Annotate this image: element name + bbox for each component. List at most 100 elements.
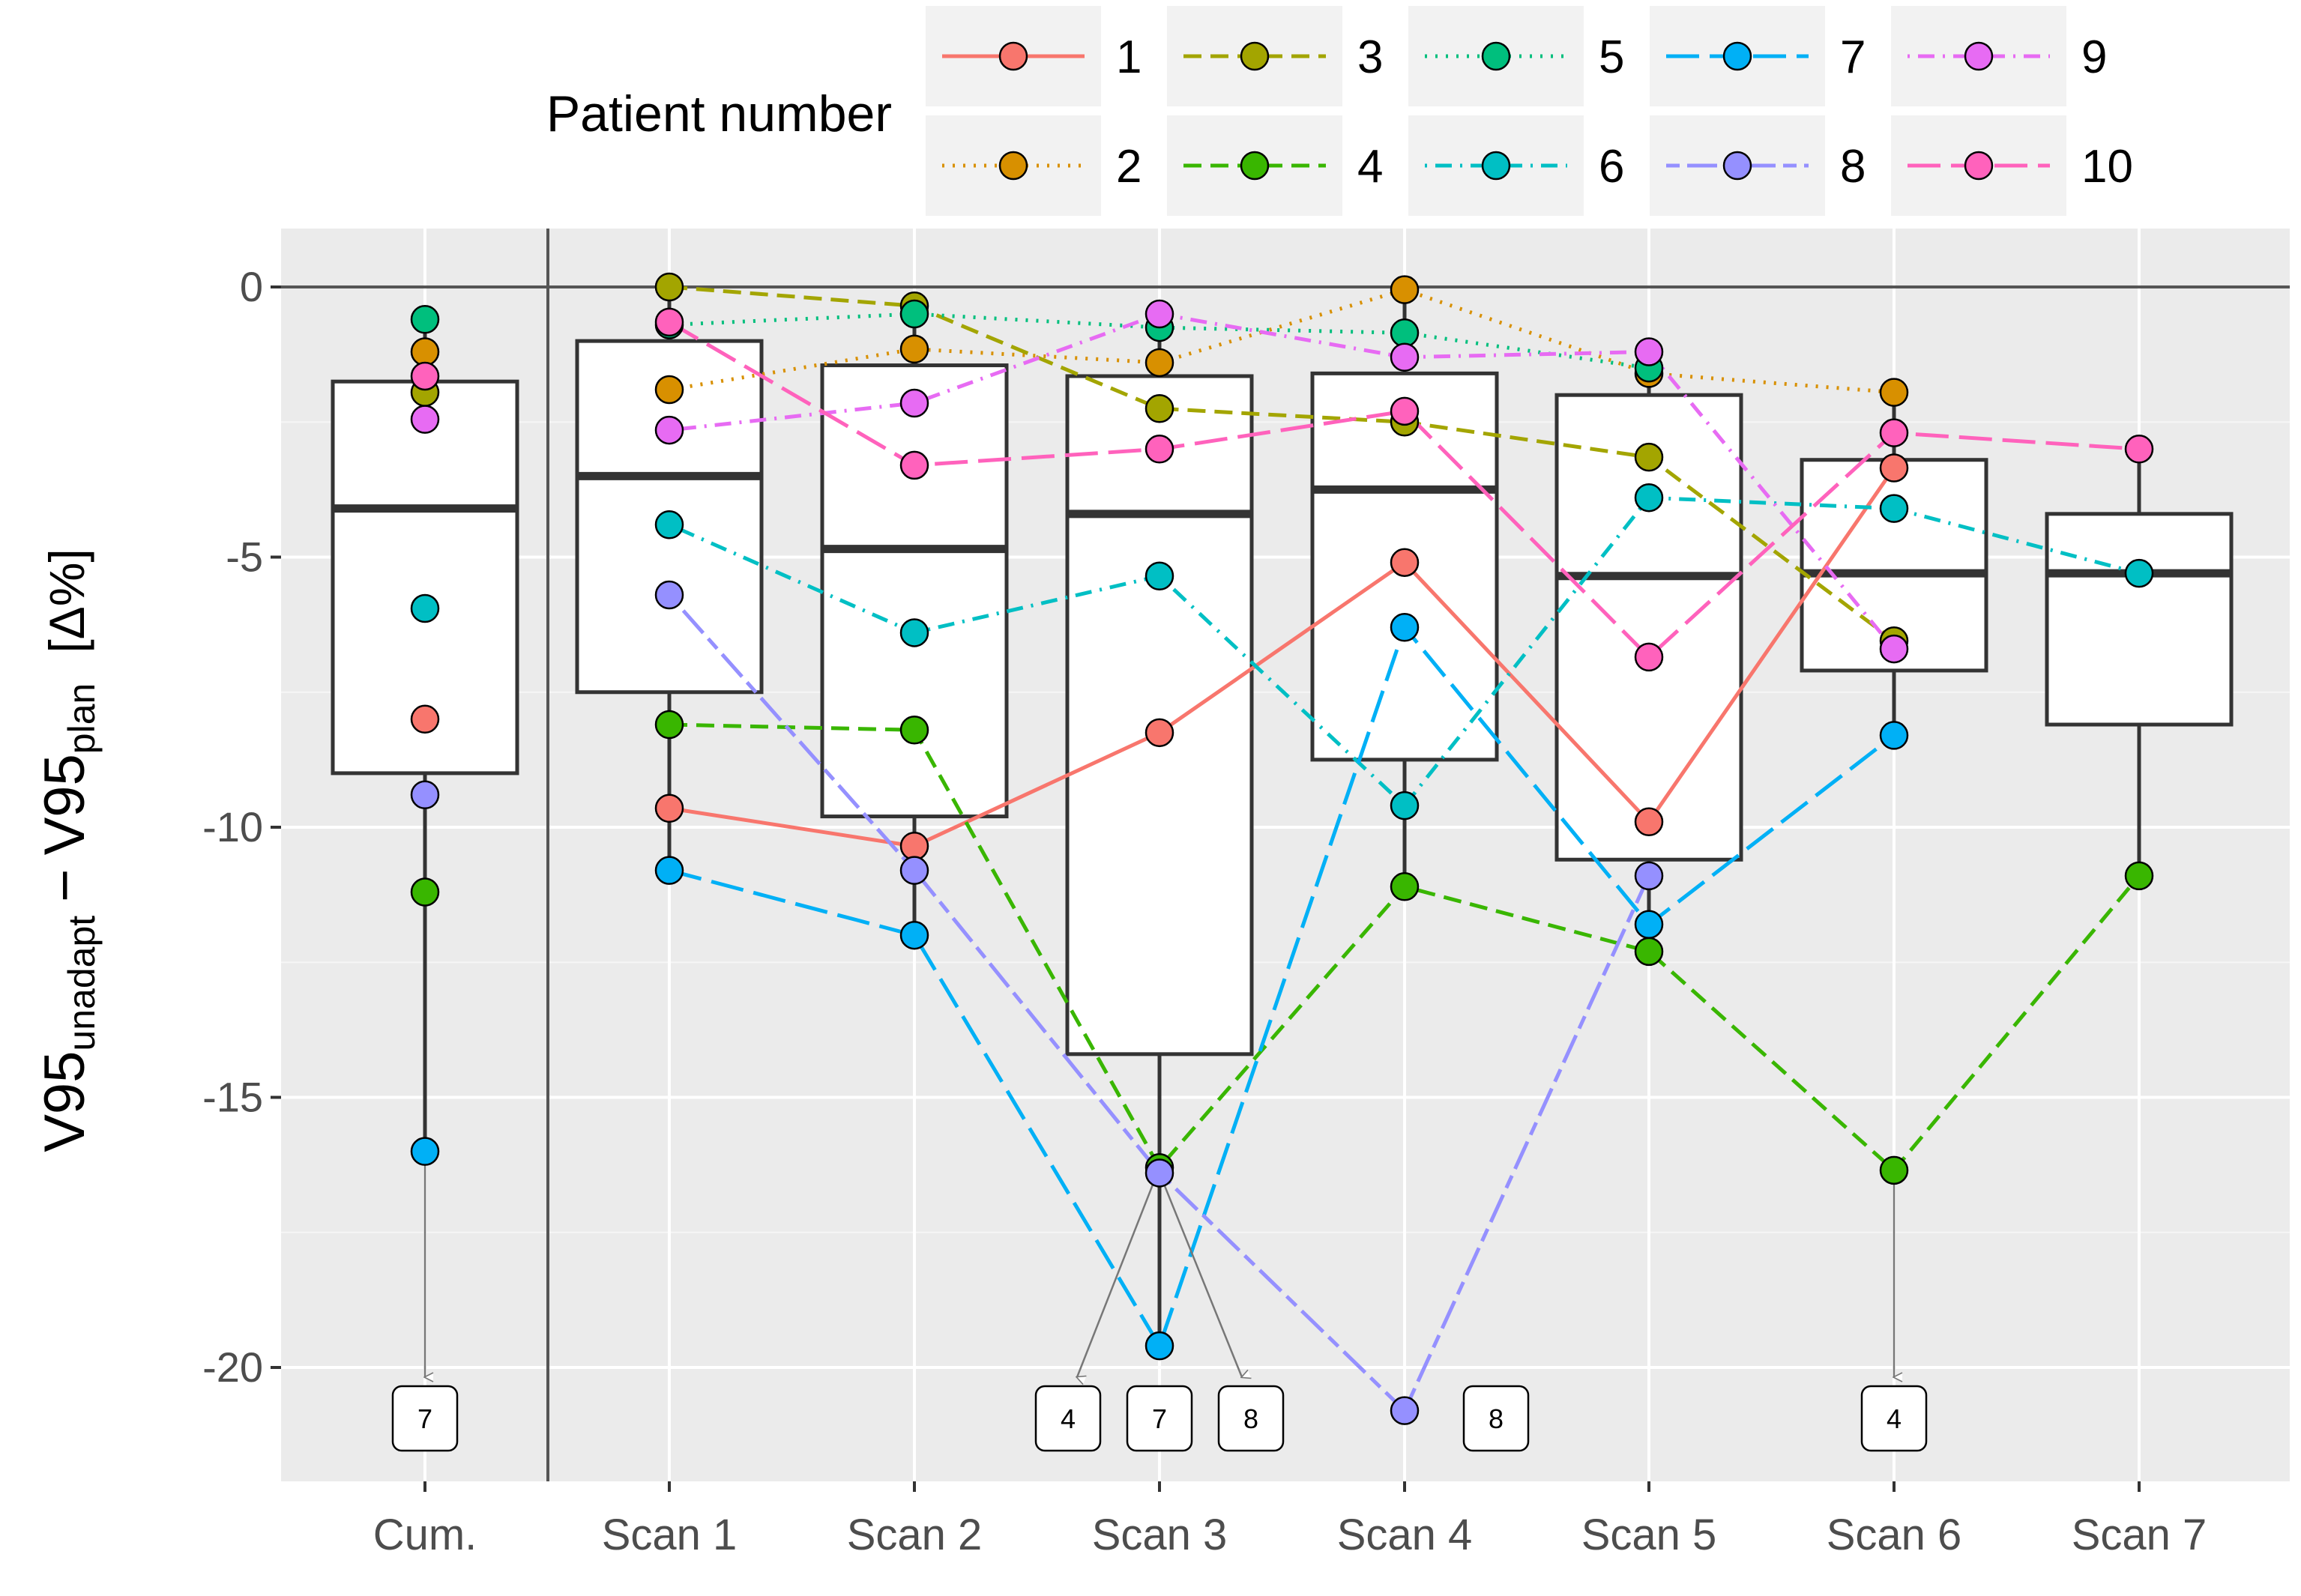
point-cum-patient-10 bbox=[410, 361, 440, 391]
legend-key-point bbox=[1240, 41, 1270, 71]
legend-key-point bbox=[1722, 151, 1752, 181]
y-axis-title-main-1: V95 bbox=[33, 1051, 97, 1152]
y-axis-title: V95unadapt−V95plan[Δ%] bbox=[33, 548, 103, 1152]
y-tick-label: -10 bbox=[202, 803, 263, 850]
legend-item-patient-3: 3 bbox=[1167, 6, 1383, 106]
point-cum-patient-6 bbox=[410, 593, 440, 623]
legend-key-point bbox=[1481, 151, 1511, 181]
point-patient-5 bbox=[899, 299, 929, 329]
legend-item-patient-7: 7 bbox=[1650, 6, 1866, 106]
point-patient-6 bbox=[1145, 561, 1174, 590]
legend-item-patient-1: 1 bbox=[926, 6, 1142, 106]
x-tick-label: Scan 7 bbox=[2072, 1511, 2207, 1559]
point-patient-6 bbox=[899, 618, 929, 647]
legend-label: 4 bbox=[1357, 141, 1383, 193]
series-line-patient-3 bbox=[669, 285, 1896, 643]
x-tick-label: Scan 1 bbox=[602, 1511, 738, 1559]
point-patient-6 bbox=[654, 510, 684, 539]
series-line-patient-7 bbox=[669, 623, 1896, 1351]
legend-label: 1 bbox=[1116, 31, 1142, 83]
legend-key-point bbox=[1964, 151, 1994, 181]
point-patient-4 bbox=[2124, 861, 2154, 891]
point-cum-patient-2 bbox=[410, 337, 440, 366]
x-tick-label: Scan 3 bbox=[1092, 1511, 1228, 1559]
point-patient-6 bbox=[1879, 494, 1909, 523]
point-patient-9 bbox=[654, 415, 684, 445]
legend-label: 9 bbox=[2081, 31, 2107, 83]
legend-item-patient-9: 9 bbox=[1891, 6, 2107, 106]
x-tick-label: Scan 4 bbox=[1337, 1511, 1473, 1559]
point-patient-2 bbox=[654, 375, 684, 405]
point-patient-10 bbox=[654, 307, 684, 337]
y-axis-title-text: V95unadapt−V95plan[Δ%] bbox=[33, 548, 103, 1152]
point-patient-10 bbox=[1145, 435, 1174, 464]
y-tick-label: -15 bbox=[202, 1074, 263, 1121]
box-iqr bbox=[820, 363, 1009, 819]
point-patient-9 bbox=[1145, 299, 1174, 329]
point-patient-7 bbox=[654, 856, 684, 885]
legend-label: 5 bbox=[1599, 31, 1624, 83]
point-patient-1 bbox=[1634, 807, 1664, 837]
point-patient-8 bbox=[899, 856, 929, 885]
point-cum-patient-8 bbox=[410, 780, 440, 809]
point-patient-8 bbox=[654, 580, 684, 610]
legend-label: 7 bbox=[1840, 31, 1866, 83]
point-patient-4 bbox=[1390, 872, 1420, 901]
point-patient-2 bbox=[1390, 275, 1420, 304]
point-patient-2 bbox=[1879, 378, 1909, 407]
out-of-range-label-box bbox=[1034, 1385, 1102, 1452]
point-patient-1 bbox=[1145, 718, 1174, 748]
y-axis-title-minus: − bbox=[33, 868, 97, 901]
x-tick-label: Scan 2 bbox=[847, 1511, 983, 1559]
point-patient-1 bbox=[899, 831, 929, 861]
point-patient-7 bbox=[1879, 721, 1909, 750]
legend: Patient number 1 2 3 4 5 6 7 8 9 10 bbox=[546, 6, 2133, 216]
y-axis-title-unit: [Δ%] bbox=[39, 548, 94, 653]
out-of-range-arrow-8 bbox=[1158, 1172, 1242, 1377]
legend-item-patient-6: 6 bbox=[1408, 115, 1624, 216]
point-cum-patient-4 bbox=[410, 877, 440, 907]
point-patient-9 bbox=[1879, 634, 1909, 664]
box-iqr bbox=[1065, 374, 1254, 1057]
point-patient-6 bbox=[1634, 483, 1664, 513]
legend-key-point bbox=[1240, 151, 1270, 181]
out-of-range-label-box bbox=[1217, 1385, 1285, 1452]
out-of-range-label-box bbox=[1126, 1385, 1193, 1452]
point-cum-patient-9 bbox=[410, 405, 440, 434]
point-patient-3 bbox=[1634, 442, 1664, 472]
point-patient-4 bbox=[899, 715, 929, 745]
legend-item-patient-4: 4 bbox=[1167, 115, 1383, 216]
out-of-range-label-text: 8 bbox=[1489, 1403, 1504, 1434]
point-patient-7 bbox=[1145, 1331, 1174, 1361]
point-patient-10 bbox=[2124, 435, 2154, 464]
out-of-range-label-text: 7 bbox=[417, 1403, 432, 1434]
point-cum-patient-5 bbox=[410, 305, 440, 334]
point-patient-10 bbox=[899, 450, 929, 480]
legend-key-point bbox=[998, 41, 1028, 71]
y-axis-title-sub-1: unadapt bbox=[61, 916, 103, 1051]
legend-item-patient-10: 10 bbox=[1891, 115, 2133, 216]
legend-item-patient-8: 8 bbox=[1650, 115, 1866, 216]
out-of-range-arrow-4 bbox=[1077, 1167, 1161, 1377]
legend-item-patient-5: 5 bbox=[1408, 6, 1624, 106]
x-tick-label: Scan 5 bbox=[1581, 1511, 1717, 1559]
out-of-range-arrows bbox=[425, 1151, 1894, 1377]
y-tick-label: -5 bbox=[226, 533, 263, 581]
y-tick-label: -20 bbox=[202, 1343, 263, 1391]
y-axis-title-sub-2: plan bbox=[61, 683, 103, 755]
point-patient-6 bbox=[2124, 558, 2154, 588]
box-iqr bbox=[1554, 393, 1743, 862]
legend-label: 8 bbox=[1840, 141, 1866, 193]
point-patient-1 bbox=[654, 794, 684, 823]
point-cum-patient-7 bbox=[410, 1137, 440, 1166]
out-of-range-label-text: 7 bbox=[1152, 1403, 1167, 1434]
point-patient-8 bbox=[1390, 1396, 1420, 1425]
point-patient-8 bbox=[1145, 1158, 1174, 1188]
point-patient-7 bbox=[1390, 612, 1420, 642]
box-iqr bbox=[2045, 512, 2234, 727]
point-patient-2 bbox=[1145, 348, 1174, 378]
legend-label: 3 bbox=[1357, 31, 1383, 83]
point-patient-7 bbox=[1634, 910, 1664, 940]
